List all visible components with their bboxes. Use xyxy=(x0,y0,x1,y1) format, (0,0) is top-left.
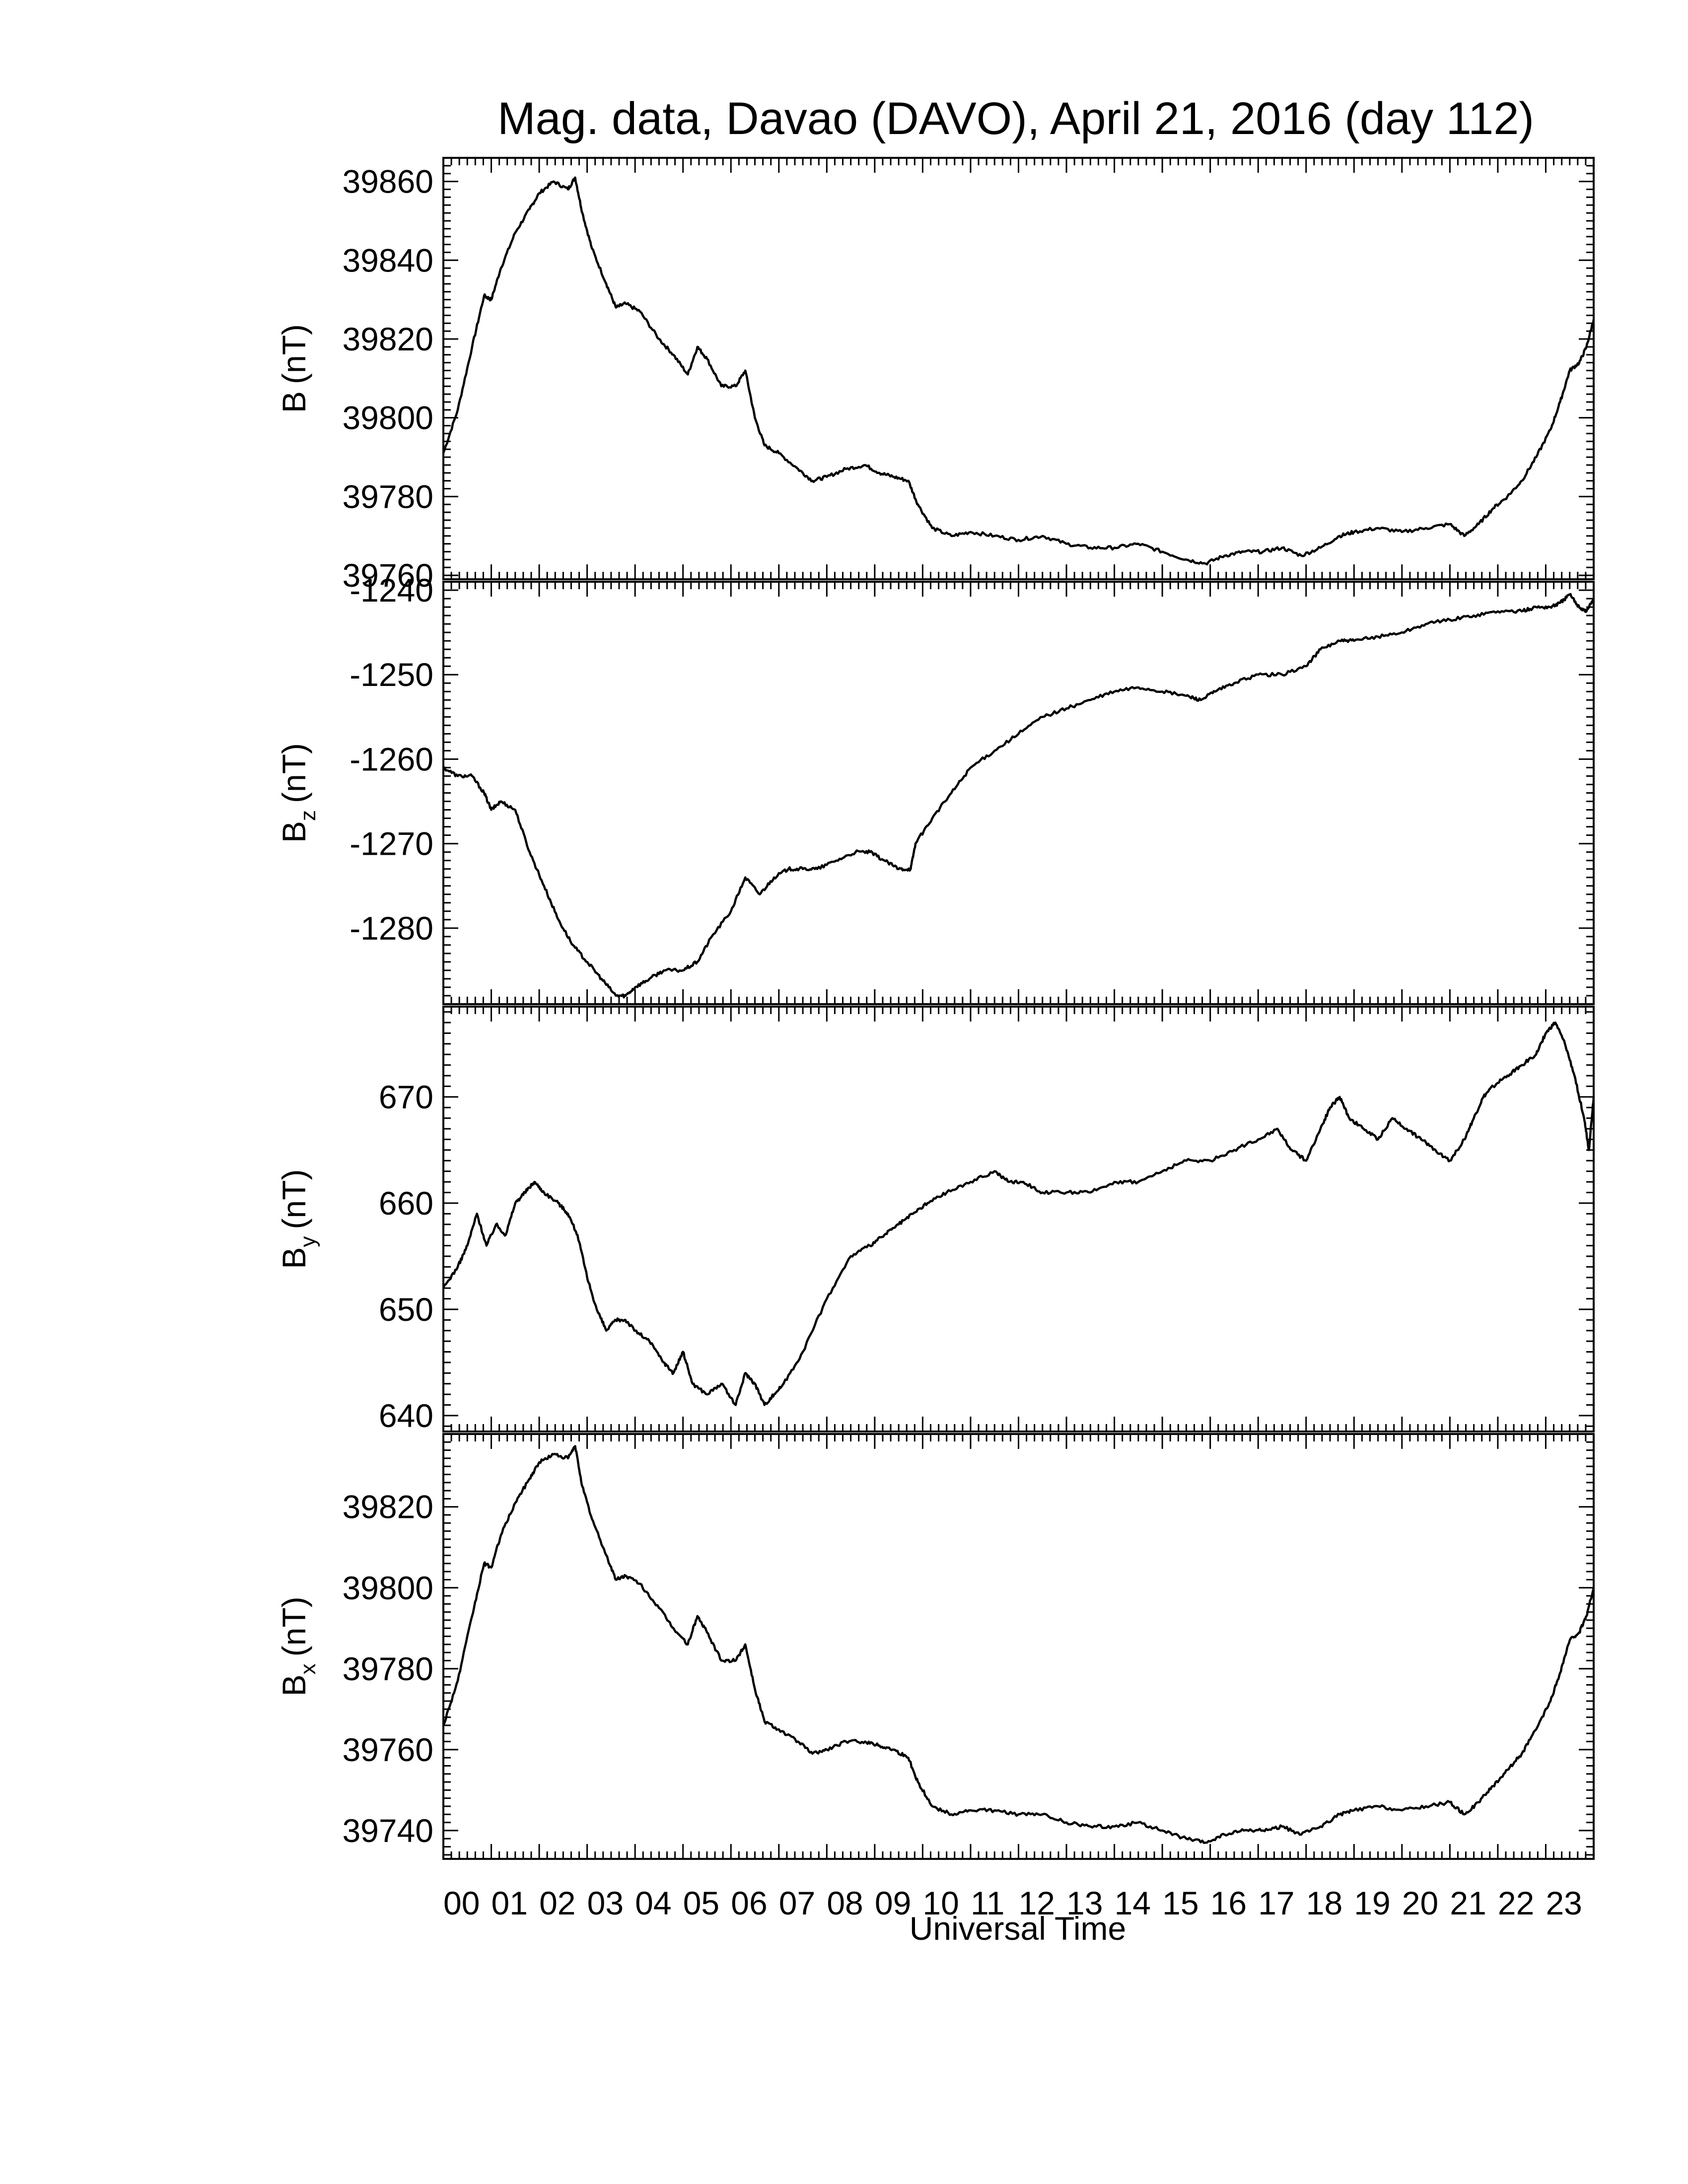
panel-bx-y-axis-label: Bx (nT) xyxy=(276,1596,320,1696)
panel-by-ytick-label: 670 xyxy=(379,1079,433,1115)
panel-bx-ylabel-unit: (nT) xyxy=(276,1596,312,1656)
panel-bx-ytick-label: 39780 xyxy=(342,1650,433,1687)
x-tick-label: 14 xyxy=(1115,1885,1151,1921)
panel-total-field-ytick-label: 39840 xyxy=(342,242,433,278)
panel-bz-y-axis-label: Bz (nT) xyxy=(276,743,320,843)
panel-bz-series-line xyxy=(443,593,1595,999)
panel-bx-ytick-label: 39760 xyxy=(342,1731,433,1768)
panel-total-field-ytick-label: 39820 xyxy=(342,321,433,357)
x-tick-label: 21 xyxy=(1450,1885,1486,1921)
panel-bz-ylabel-main: B xyxy=(276,821,312,843)
panel-total-field-ylabel-main: B xyxy=(276,391,312,413)
panel-bx-ytick-label: 39820 xyxy=(342,1489,433,1525)
x-tick-label: 22 xyxy=(1498,1885,1534,1921)
x-axis-label: Universal Time xyxy=(910,1910,1126,1947)
panel-by: 640 650 660 670 By (nT) xyxy=(276,1006,1595,1434)
panel-bx-ylabel-main: B xyxy=(276,1674,312,1696)
x-tick-label: 07 xyxy=(779,1885,815,1921)
panel-bz-ytick-label: -1250 xyxy=(350,656,433,693)
x-tick-label: 05 xyxy=(683,1885,719,1921)
x-tick-label: 12 xyxy=(1019,1885,1055,1921)
x-tick-label: 11 xyxy=(971,1885,1005,1921)
panel-bx-ytick-label: 39800 xyxy=(342,1570,433,1606)
panel-by-ylabel-unit: (nT) xyxy=(276,1169,312,1229)
x-tick-label: 23 xyxy=(1546,1885,1582,1921)
panel-total-field-ylabel-unit: (nT) xyxy=(276,324,312,384)
x-tick-label: 01 xyxy=(492,1885,528,1921)
panel-by-frame xyxy=(442,1006,1595,1433)
x-tick-label: 06 xyxy=(731,1885,767,1921)
panel-bx-series-line xyxy=(442,1445,1595,1844)
panel-by-ylabel-sub: y xyxy=(296,1236,320,1247)
panel-bz-ylabel-sub: z xyxy=(296,810,320,821)
x-tick-label: 15 xyxy=(1162,1885,1198,1921)
panel-by-ylabel-main: B xyxy=(276,1247,312,1269)
x-tick-label: 18 xyxy=(1306,1885,1342,1921)
panel-bx-ylabel-sub: x xyxy=(296,1663,320,1674)
panel-bz-frame xyxy=(442,581,1595,1005)
panel-bz: -1280 -1270 -1260 -1250 -1240 Bz (nT) xyxy=(276,572,1595,1005)
x-tick-label: 02 xyxy=(539,1885,575,1921)
panel-total-field-series-line xyxy=(442,176,1595,566)
panel-by-y-axis-label: By (nT) xyxy=(276,1169,320,1269)
panel-by-ytick-label: 660 xyxy=(379,1185,433,1222)
x-tick-label: 20 xyxy=(1402,1885,1438,1921)
panel-total-field-ytick-label: 39760 xyxy=(342,557,433,594)
x-tick-label: 08 xyxy=(827,1885,863,1921)
x-tick-label: 19 xyxy=(1354,1885,1390,1921)
panel-bx-frame xyxy=(442,1433,1595,1860)
chart-title: Mag. data, Davao (DAVO), April 21, 2016 … xyxy=(497,93,1534,144)
x-tick-label: 03 xyxy=(587,1885,624,1921)
x-tick-label: 13 xyxy=(1066,1885,1103,1921)
panel-bx-ytick-label: 39740 xyxy=(342,1812,433,1849)
panels: 397603978039800398203984039860B(nT)-1280… xyxy=(276,157,1595,1921)
panel-total-field-frame xyxy=(442,157,1595,580)
x-tick-label: 00 xyxy=(443,1885,480,1921)
x-tick-label: 04 xyxy=(635,1885,671,1921)
x-tick-label: 09 xyxy=(875,1885,911,1921)
x-tick-label: 17 xyxy=(1258,1885,1294,1921)
x-tick-label: 16 xyxy=(1210,1885,1247,1921)
panel-total-field-ytick-label: 39780 xyxy=(342,478,433,515)
panel-total-field-ytick-label: 39860 xyxy=(342,163,433,200)
x-tick-label: 10 xyxy=(922,1885,959,1921)
panel-total-field-y-axis-label: B (nT) xyxy=(276,324,312,413)
panel-bz-ytick-label: -1240 xyxy=(350,572,433,609)
panel-by-ytick-label: 640 xyxy=(379,1397,433,1434)
panel-bz-ylabel-unit: (nT) xyxy=(276,743,312,803)
panel-bz-ytick-label: -1260 xyxy=(350,741,433,777)
panel-bz-ytick-label: -1280 xyxy=(350,910,433,947)
panel-by-series-line xyxy=(442,1021,1595,1406)
panel-total-field-ytick-label: 39800 xyxy=(342,400,433,436)
panel-by-ytick-label: 650 xyxy=(379,1291,433,1328)
panel-total-field: 39760 39780 39800 39820 39840 39860 B (nT) xyxy=(276,157,1595,594)
panel-bz-ytick-label: -1270 xyxy=(350,825,433,862)
panel-bx: 39740 39760 39780 39800 39820 Bx (nT) xyxy=(276,1433,1595,1860)
